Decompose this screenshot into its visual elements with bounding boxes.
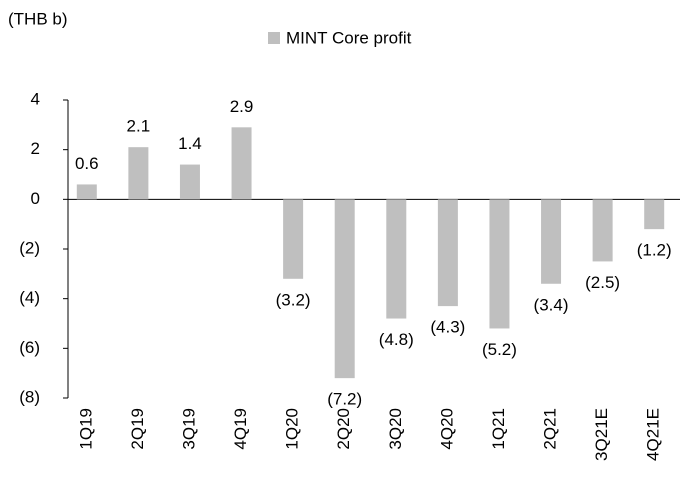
bar [541,199,562,284]
x-tick-label: 4Q20 [437,408,456,450]
y-tick-label: (2) [19,238,40,257]
x-tick-label: 1Q19 [76,408,95,450]
bar [386,199,407,319]
y-tick-label: 4 [31,89,40,108]
x-tick-label: 3Q19 [179,408,198,450]
bar [592,199,613,262]
x-tick-label: 1Q20 [283,408,302,450]
x-tick-label: 3Q20 [386,408,405,450]
data-label: (7.2) [327,390,362,409]
data-label: (3.2) [276,290,311,309]
x-tick-label: 2Q20 [334,408,353,450]
bar [437,199,458,307]
x-tick-label: 3Q21E [592,408,611,461]
data-label: 2.1 [127,117,151,136]
y-tick-label: (4) [19,288,40,307]
bar [179,164,200,200]
legend-swatch [268,32,280,44]
data-label: 0.6 [75,154,99,173]
bar [128,147,149,200]
bar [283,199,304,279]
y-axis-label: (THB b) [8,9,68,28]
bar [231,127,252,200]
data-label: (4.3) [430,318,465,337]
data-label: (1.2) [637,241,672,260]
data-label: (3.4) [534,295,569,314]
x-tick-label: 2Q19 [128,408,147,450]
y-tick-label: (6) [19,338,40,357]
x-tick-label: 1Q21 [489,408,508,450]
x-tick-label: 4Q21E [644,408,663,461]
legend-label: MINT Core profit [286,28,412,47]
data-label: (5.2) [482,340,517,359]
data-label: (2.5) [585,273,620,292]
y-tick-label: (8) [19,387,40,406]
y-tick-label: 0 [31,189,40,208]
x-tick-label: 2Q21 [541,408,560,450]
bar [334,199,355,379]
data-label: (4.8) [379,330,414,349]
data-label: 1.4 [178,134,202,153]
bar [644,199,665,230]
y-tick-label: 2 [31,139,40,158]
bar [76,184,97,200]
bar [489,199,510,329]
x-tick-label: 4Q19 [231,408,250,450]
data-label: 2.9 [230,97,254,116]
